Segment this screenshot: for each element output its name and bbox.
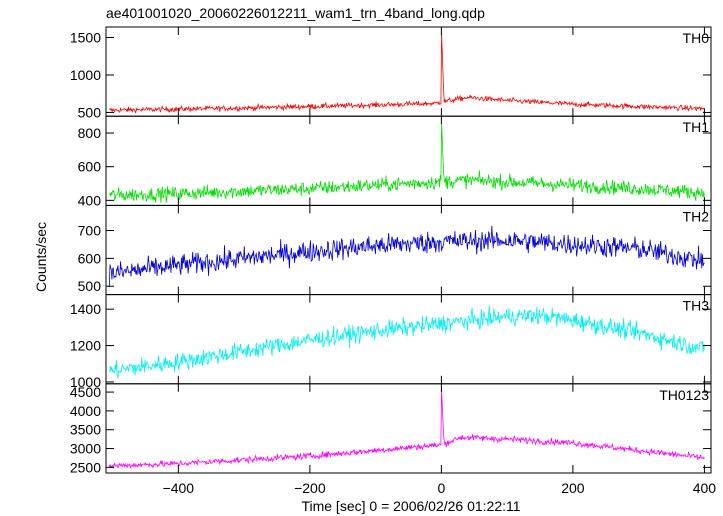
panel-th3: 1000 1200 1400 TH3 xyxy=(70,294,712,390)
series-label-th2: TH2 xyxy=(683,208,710,224)
y-tick-label: 800 xyxy=(78,125,102,141)
series-label-th1: TH1 xyxy=(683,119,710,135)
y-tick-label: 1400 xyxy=(70,301,101,317)
y-tick-label: 2500 xyxy=(70,459,101,475)
series-label-th3: TH3 xyxy=(683,298,710,314)
panel-th2: 500 600 700 TH2 xyxy=(78,204,712,296)
series-label-th0123: TH0123 xyxy=(659,387,709,403)
panel-th1: 400 600 800 TH1 xyxy=(78,115,712,208)
y-tick-label: 3000 xyxy=(70,441,101,457)
x-tick-label: 200 xyxy=(561,480,585,496)
panel-th0: 500 1000 1500 TH0 xyxy=(70,26,712,120)
series-label-th0: TH0 xyxy=(683,30,710,46)
series-line-th0123 xyxy=(108,389,705,470)
y-tick-label: 1000 xyxy=(70,67,101,83)
x-axis-ticks: −400 −200 0 200 400 xyxy=(163,480,717,496)
panel-frame xyxy=(105,383,712,474)
x-axis-label: Time [sec] 0 = 2006/02/26 01:22:11 xyxy=(301,498,520,514)
series-line-th0 xyxy=(109,33,705,114)
panels: 500 1000 1500 TH0 400 600 800 TH1 500 600 700 TH2 10… xyxy=(70,26,712,475)
y-tick-label: 600 xyxy=(78,159,102,175)
y-tick-label: 1500 xyxy=(70,29,101,45)
panel-th0123: 2500 3000 3500 4000 4500 TH0123 xyxy=(70,383,712,475)
y-tick-label: 1200 xyxy=(70,338,101,354)
y-tick-label: 700 xyxy=(78,222,102,238)
y-tick-label: 4000 xyxy=(70,403,101,419)
y-axis-label: Counts/sec xyxy=(33,222,49,292)
y-tick-label: 4500 xyxy=(70,384,101,400)
y-tick-label: 1000 xyxy=(70,374,101,390)
chart-title: ae401001020_20060226012211_wam1_trn_4ban… xyxy=(106,5,485,21)
x-tick-label: 400 xyxy=(693,480,717,496)
series-line-th2 xyxy=(108,225,705,288)
y-tick-label: 500 xyxy=(78,104,102,120)
y-tick-label: 600 xyxy=(78,250,102,266)
panel-frame xyxy=(105,115,712,206)
x-tick-label: −200 xyxy=(294,480,326,496)
y-tick-label: 3500 xyxy=(70,422,101,438)
y-tick-label: 400 xyxy=(78,192,102,208)
panel-frame xyxy=(105,204,712,296)
x-tick-label: −400 xyxy=(163,480,195,496)
y-tick-label: 500 xyxy=(78,278,102,294)
series-line-th1 xyxy=(108,123,705,203)
x-tick-label: 0 xyxy=(437,480,445,496)
series-line-th3 xyxy=(108,305,705,379)
panel-frame xyxy=(105,294,712,385)
